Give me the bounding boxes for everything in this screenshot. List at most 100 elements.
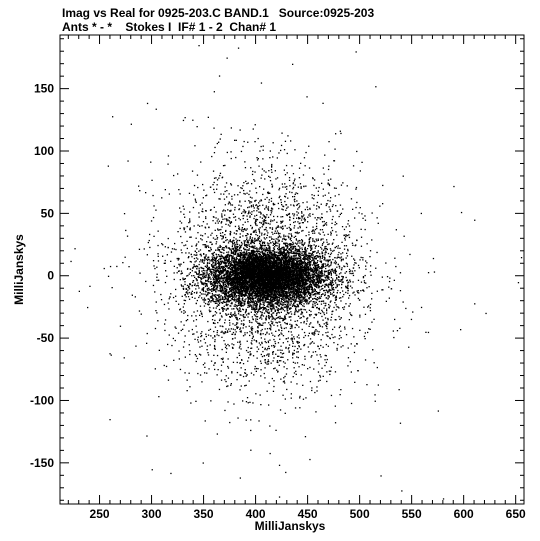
- data-point: [217, 301, 220, 303]
- data-point: [241, 285, 243, 287]
- data-point: [271, 252, 273, 254]
- data-point: [260, 282, 262, 284]
- data-point: [294, 294, 296, 296]
- data-point: [324, 270, 327, 273]
- data-point: [293, 245, 295, 247]
- data-point: [267, 309, 270, 311]
- data-point: [241, 258, 244, 260]
- data-point: [327, 285, 329, 287]
- data-point: [293, 284, 295, 287]
- data-point: [315, 262, 317, 265]
- data-point: [268, 250, 270, 252]
- data-point: [280, 311, 282, 313]
- data-point: [213, 271, 215, 273]
- data-point: [196, 299, 198, 302]
- data-point: [309, 264, 311, 267]
- data-point: [258, 256, 261, 258]
- data-point: [300, 256, 302, 259]
- data-point: [302, 258, 304, 260]
- data-point: [229, 299, 231, 302]
- data-point: [240, 266, 242, 268]
- data-point: [238, 264, 240, 266]
- data-point: [215, 272, 217, 274]
- data-point: [240, 258, 242, 260]
- data-point: [286, 256, 289, 258]
- data-point: [220, 261, 222, 263]
- data-point: [276, 278, 279, 280]
- data-point: [200, 255, 202, 257]
- data-point: [285, 297, 287, 299]
- data-point: [299, 255, 301, 258]
- data-point: [304, 281, 306, 283]
- data-point: [252, 267, 255, 269]
- data-point: [224, 287, 226, 289]
- data-point: [265, 293, 268, 295]
- data-point: [315, 286, 318, 289]
- data-point: [313, 297, 316, 300]
- data-point: [210, 264, 213, 266]
- data-point: [293, 263, 295, 265]
- data-point: [297, 257, 299, 259]
- data-point: [244, 293, 246, 295]
- data-point: [312, 277, 314, 279]
- data-point: [220, 294, 222, 297]
- data-point: [247, 278, 249, 280]
- data-point: [252, 304, 254, 306]
- data-point: [309, 282, 311, 284]
- data-point: [277, 311, 279, 313]
- data-point: [310, 267, 312, 269]
- data-point: [279, 261, 281, 263]
- data-point: [298, 279, 300, 281]
- data-point: [329, 265, 331, 267]
- data-point: [248, 272, 250, 274]
- data-point: [312, 305, 314, 307]
- data-point: [233, 290, 235, 292]
- data-point: [357, 264, 360, 267]
- data-point: [275, 251, 277, 253]
- data-point: [199, 261, 201, 263]
- data-point: [310, 288, 312, 291]
- data-point: [227, 303, 229, 306]
- data-point: [317, 287, 319, 289]
- data-point: [211, 295, 213, 297]
- data-point: [191, 290, 193, 292]
- data-point: [224, 301, 226, 303]
- data-point: [226, 300, 228, 302]
- data-point: [262, 257, 265, 259]
- data-point: [214, 262, 217, 264]
- data-point: [235, 300, 238, 302]
- data-point: [291, 256, 293, 258]
- data-point: [301, 230, 303, 232]
- data-point: [320, 246, 322, 249]
- data-point: [260, 239, 262, 241]
- data-point: [299, 291, 302, 293]
- data-point: [241, 243, 243, 245]
- data-point: [217, 279, 219, 281]
- data-point: [307, 263, 309, 265]
- data-point: [321, 264, 323, 266]
- data-point: [299, 300, 301, 302]
- data-point: [225, 257, 228, 259]
- data-point: [293, 295, 295, 298]
- data-point: [247, 249, 249, 251]
- data-point: [311, 292, 313, 294]
- data-point: [338, 256, 340, 258]
- data-point: [285, 258, 287, 260]
- data-point: [298, 298, 300, 300]
- data-point: [250, 286, 252, 288]
- data-point: [261, 256, 263, 258]
- data-point: [277, 261, 279, 263]
- data-point: [304, 247, 306, 249]
- data-point: [231, 298, 234, 301]
- data-point: [236, 249, 239, 251]
- data-point: [243, 272, 246, 274]
- data-point: [283, 295, 285, 298]
- data-point: [256, 287, 259, 290]
- data-point: [346, 280, 348, 282]
- data-point: [346, 279, 349, 281]
- data-point: [206, 276, 208, 278]
- data-point: [214, 275, 216, 277]
- data-point: [256, 256, 258, 258]
- data-point: [311, 254, 313, 256]
- data-point: [294, 265, 296, 267]
